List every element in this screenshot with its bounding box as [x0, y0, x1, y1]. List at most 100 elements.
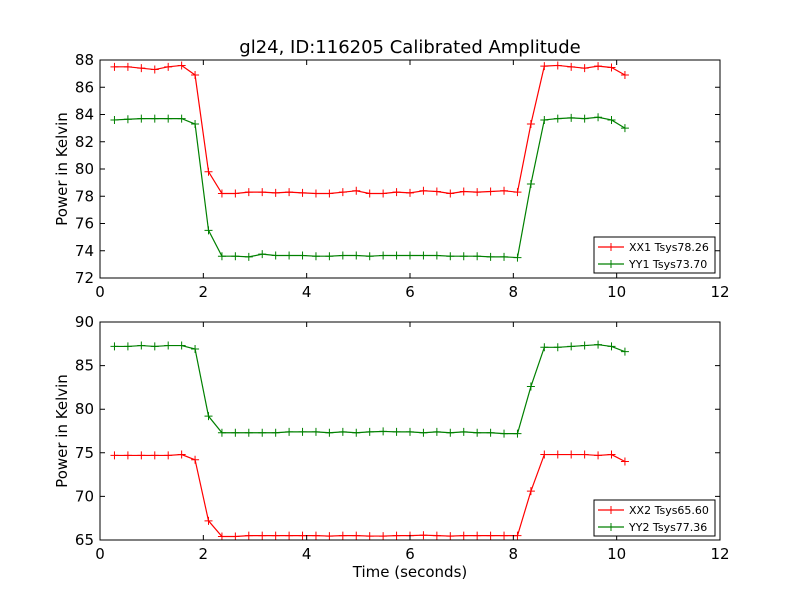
data-point — [607, 450, 616, 459]
legend-marker — [607, 260, 615, 268]
data-point — [620, 457, 629, 466]
data-point — [285, 531, 294, 540]
data-point — [325, 252, 334, 261]
data-point — [392, 427, 401, 436]
data-point — [285, 188, 294, 197]
data-point — [191, 120, 200, 129]
y-tick-label: 74 — [75, 242, 94, 260]
data-point — [580, 114, 589, 123]
data-point — [432, 427, 441, 436]
data-point — [620, 347, 629, 356]
data-point — [459, 531, 468, 540]
y-tick-label: 78 — [75, 187, 94, 205]
data-point — [177, 114, 186, 123]
data-point — [594, 451, 603, 460]
data-point — [271, 188, 280, 197]
data-point — [244, 252, 253, 261]
data-point — [513, 429, 522, 438]
data-point — [620, 124, 629, 133]
x-tick-label: 6 — [405, 283, 415, 301]
y-axis-label: Power in Kelvin — [53, 112, 71, 226]
data-point — [325, 428, 334, 437]
data-point — [217, 252, 226, 261]
legend-box — [593, 499, 716, 537]
data-point — [526, 487, 535, 496]
data-point — [217, 532, 226, 541]
data-point — [526, 179, 535, 188]
data-point — [137, 114, 146, 123]
data-point — [191, 70, 200, 79]
data-point — [553, 450, 562, 459]
data-point — [379, 532, 388, 541]
data-point — [110, 342, 119, 351]
data-point — [204, 167, 213, 176]
data-point — [204, 412, 213, 421]
data-point — [365, 427, 374, 436]
data-point — [446, 428, 455, 437]
x-tick-label: 12 — [710, 283, 729, 301]
data-point — [352, 186, 361, 195]
x-tick-label: 4 — [302, 545, 312, 563]
data-point — [352, 428, 361, 437]
data-point — [150, 342, 159, 351]
bottom-chart-panel: 0 2 4 6 8 10 12 65 70 75 80 85 90 Power in Kelvin Time… — [53, 313, 730, 581]
data-point — [580, 341, 589, 350]
legend-box — [593, 236, 716, 274]
data-point — [500, 531, 509, 540]
data-point — [325, 189, 334, 198]
data-point — [459, 187, 468, 196]
data-point — [379, 189, 388, 198]
data-point — [338, 427, 347, 436]
data-point — [419, 531, 428, 540]
data-point — [580, 64, 589, 73]
data-point — [177, 61, 186, 70]
data-point — [325, 532, 334, 541]
x-axis-label: Time (seconds) — [352, 563, 468, 581]
data-point — [164, 62, 173, 71]
data-point — [271, 251, 280, 260]
data-point — [392, 188, 401, 197]
data-point — [500, 429, 509, 438]
data-point — [298, 427, 307, 436]
data-point — [607, 63, 616, 72]
data-point — [231, 252, 240, 261]
x-tick-label: 0 — [95, 545, 105, 563]
data-point — [365, 189, 374, 198]
data-point — [110, 115, 119, 124]
data-point — [311, 252, 320, 261]
data-point — [473, 188, 482, 197]
y-tick-label: 80 — [75, 400, 94, 418]
y-tick-label: 88 — [75, 51, 94, 69]
data-point — [486, 252, 495, 261]
data-point — [567, 113, 576, 122]
data-point — [594, 340, 603, 349]
x-tick-label: 2 — [199, 283, 209, 301]
legend-marker — [607, 243, 615, 251]
data-point — [258, 188, 267, 197]
data-point — [620, 70, 629, 79]
data-point — [258, 250, 267, 259]
data-point — [231, 532, 240, 541]
data-point — [526, 120, 535, 129]
x-tick-label: 12 — [710, 545, 729, 563]
data-point — [123, 115, 132, 124]
data-point — [473, 428, 482, 437]
data-point — [123, 62, 132, 71]
data-point — [191, 455, 200, 464]
data-point — [607, 115, 616, 124]
data-point — [110, 451, 119, 460]
data-point — [567, 62, 576, 71]
data-point — [285, 251, 294, 260]
data-point — [419, 428, 428, 437]
legend-label: YY2 Tsys77.36 — [628, 521, 707, 534]
data-point — [594, 113, 603, 122]
data-point — [365, 252, 374, 261]
data-point — [446, 532, 455, 541]
data-point — [392, 531, 401, 540]
data-point — [217, 428, 226, 437]
data-point — [486, 531, 495, 540]
data-point — [379, 427, 388, 436]
x-tick-label: 0 — [95, 283, 105, 301]
legend-marker — [607, 523, 615, 531]
